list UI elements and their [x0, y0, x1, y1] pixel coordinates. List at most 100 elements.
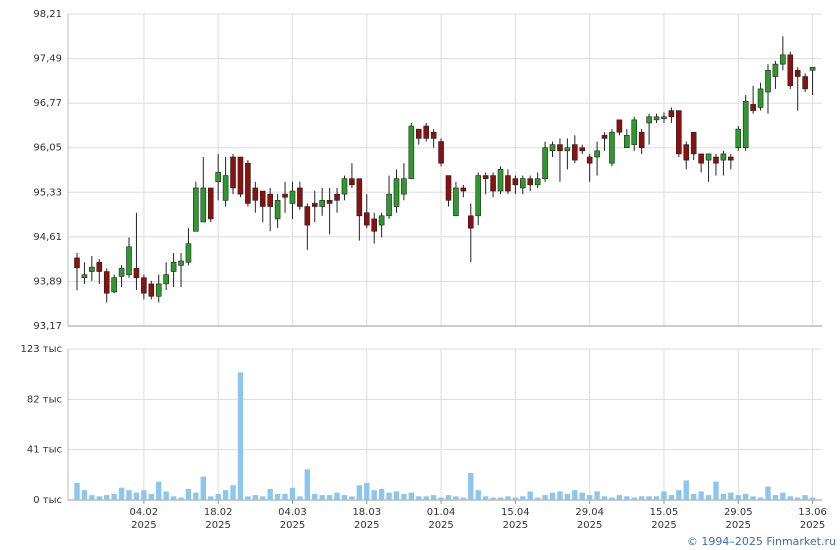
volume-bar [289, 487, 296, 500]
candle-body [564, 147, 571, 152]
volume-bar [757, 497, 764, 500]
candle-body [601, 135, 608, 139]
volume-bar [237, 372, 244, 500]
candle-body [311, 203, 318, 207]
candle-body [356, 178, 363, 217]
volume-bar [668, 495, 675, 500]
candle-body [430, 131, 437, 139]
candle-body [185, 243, 192, 263]
volume-bar [74, 482, 80, 500]
volume-bar [705, 495, 712, 500]
candle-body [96, 261, 103, 272]
volume-bar [118, 487, 125, 500]
volume-bar [795, 497, 801, 500]
volume-bar [386, 492, 392, 500]
candle-body [126, 246, 132, 275]
candle-body [490, 175, 496, 192]
candle-body [505, 175, 511, 192]
volume-bar [527, 491, 533, 500]
volume-bar [572, 490, 578, 500]
candle-body [557, 144, 563, 152]
candle-body [720, 153, 727, 161]
y-tick-label: 97,49 [33, 54, 62, 65]
candle-body [326, 200, 333, 204]
credit: © 1994–2025 Finmarket.ru [687, 535, 836, 548]
volume-bar [653, 496, 660, 500]
candle-body [341, 178, 348, 195]
volume-bar [735, 495, 741, 500]
candle-body [148, 283, 155, 297]
candle-body [386, 193, 392, 217]
x-tick-label: 15.05 2025 [649, 507, 679, 531]
candle-body [274, 200, 281, 220]
volume-bar [89, 495, 95, 500]
candle-body [415, 128, 422, 139]
volume-bar [297, 496, 303, 500]
volume-bar [111, 493, 117, 500]
candle-body [594, 150, 600, 158]
volume-bar [245, 496, 251, 500]
candle-body [497, 169, 504, 192]
candle-body [170, 261, 177, 272]
candle-body [765, 70, 771, 93]
candle-body [259, 190, 266, 207]
candle-body [690, 131, 697, 155]
x-tick-label: 29.04 2025 [575, 507, 604, 531]
candle-body [549, 144, 556, 152]
candle-body [460, 187, 467, 192]
volume-bar [512, 497, 519, 500]
candle-body [319, 200, 325, 207]
candle-body [237, 156, 244, 195]
candle-body [267, 193, 273, 207]
candle-body [728, 156, 734, 161]
candle-body [371, 218, 378, 232]
candle-body [780, 54, 786, 65]
volume-bar [549, 492, 556, 500]
candle-body [163, 274, 169, 285]
y-tick-label: 82 тыс [27, 394, 62, 405]
volume-bar [230, 485, 236, 500]
volume-bar [802, 495, 808, 500]
candle-body [772, 63, 779, 77]
volume-bar [601, 496, 608, 500]
volume-bar [616, 495, 623, 500]
candle-body [193, 187, 199, 232]
volume-bar [713, 481, 719, 500]
y-tick-label: 95,33 [33, 187, 62, 198]
volume-bar [408, 492, 415, 500]
volume-bar [728, 492, 734, 500]
candle-body [349, 178, 355, 186]
volume-bar [349, 496, 355, 500]
volume-bar [341, 495, 348, 500]
volume-bar [520, 496, 526, 500]
candle-body [334, 193, 340, 201]
volume-bar [698, 491, 704, 500]
candle-body [579, 147, 586, 152]
candle-body [668, 110, 675, 118]
candle-body [111, 277, 117, 293]
volume-bar [163, 491, 169, 500]
candle-body [809, 66, 816, 71]
volume-bar [222, 490, 229, 500]
candle-body [453, 187, 459, 217]
candle-body [207, 187, 214, 220]
candle-body [653, 116, 660, 121]
volume-bar [178, 497, 184, 500]
candle-body [646, 116, 652, 124]
candle-body [155, 283, 162, 297]
x-tick-label: 13.06 2025 [798, 507, 827, 531]
candle-body [304, 206, 311, 226]
candle-body [624, 135, 630, 149]
volume-bar [430, 495, 437, 500]
volume-bar [371, 490, 377, 500]
candle-body [378, 215, 385, 226]
volume-bar [378, 488, 385, 500]
x-tick-label: 04.02 2025 [129, 507, 159, 531]
candle-body [438, 141, 444, 164]
candle-body [423, 125, 430, 139]
candle-body [512, 178, 519, 186]
y-tick-label: 96,77 [33, 98, 62, 109]
volume-bar [542, 495, 548, 500]
